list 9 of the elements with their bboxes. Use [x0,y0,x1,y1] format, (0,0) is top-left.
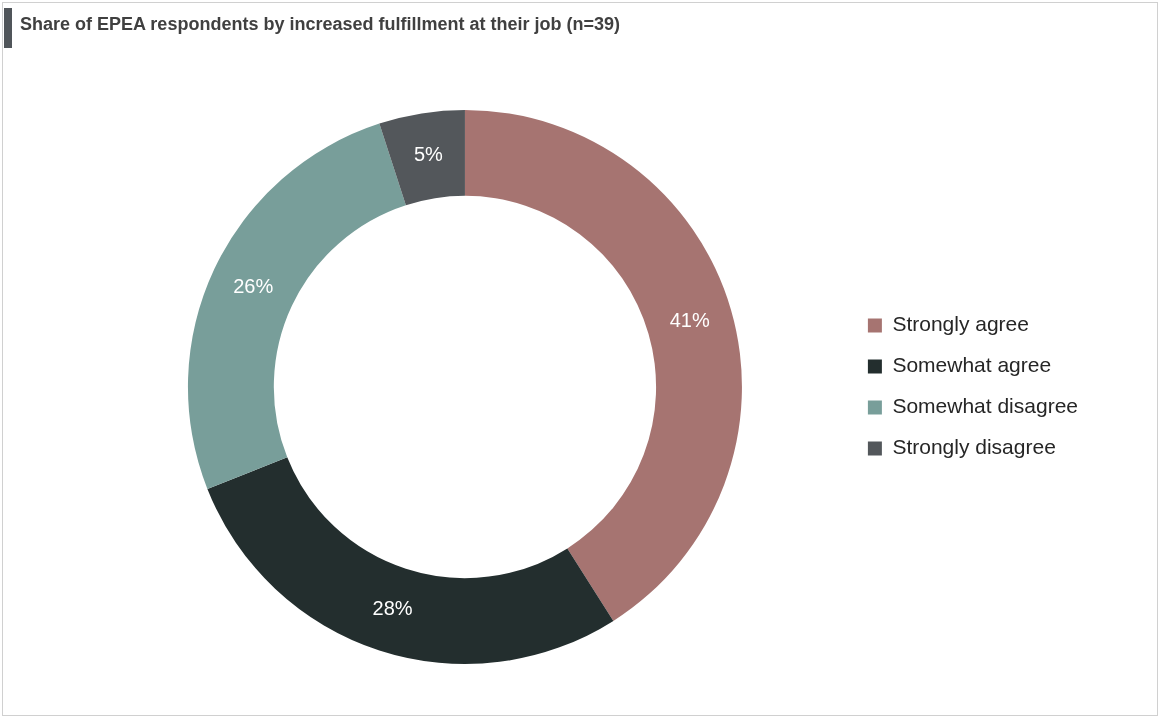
legend-label: Somewhat agree [892,353,1052,377]
chart-title: Share of EPEA respondents by increased fulfillment at their job (n=39) [20,14,620,35]
data-label: 41% [669,309,710,332]
legend-label: Strongly disagree [892,435,1056,459]
data-label: 5% [413,143,443,166]
legend-label: Somewhat disagree [892,394,1078,418]
legend-label: Strongly agree [892,312,1029,336]
data-label: 26% [233,274,274,297]
data-label: 28% [372,597,413,620]
